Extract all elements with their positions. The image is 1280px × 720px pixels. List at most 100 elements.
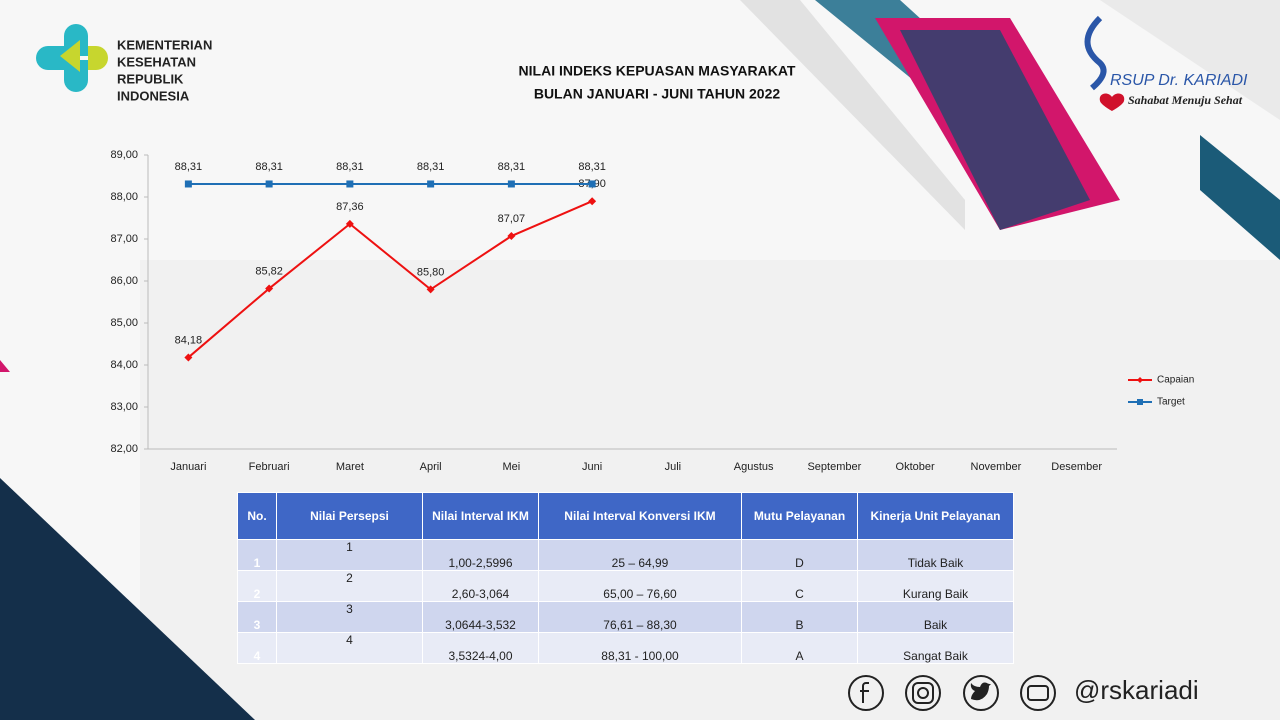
- data-label: 88,31: [175, 161, 203, 173]
- table-cell: Sangat Baik: [857, 632, 1014, 664]
- data-label: 84,18: [175, 334, 203, 346]
- marker: [427, 180, 435, 188]
- marker: [507, 180, 515, 188]
- ministry-name: KESEHATAN: [117, 54, 196, 69]
- column-header: Nilai Persepsi: [276, 492, 423, 540]
- y-tick-label: 83,00: [110, 401, 138, 413]
- data-label: 87,07: [498, 213, 526, 225]
- column-header: No.: [237, 492, 277, 540]
- column-header: Nilai Interval IKM: [422, 492, 539, 540]
- x-tick-label: Desember: [1051, 461, 1102, 473]
- table-cell: D: [741, 539, 858, 571]
- data-label: 88,31: [578, 161, 606, 173]
- y-tick-label: 85,00: [110, 317, 138, 329]
- y-tick-label: 89,00: [110, 149, 138, 161]
- marker: [184, 353, 193, 362]
- series-line: [187, 200, 593, 359]
- x-tick-label: Juli: [665, 461, 682, 473]
- x-tick-label: April: [420, 461, 442, 473]
- table-cell: 2: [237, 570, 277, 602]
- data-label: 87,36: [336, 201, 364, 213]
- table-cell: 1,00-2,5996: [422, 539, 539, 571]
- table-cell: Tidak Baik: [857, 539, 1014, 571]
- table-cell: A: [741, 632, 858, 664]
- x-tick-label: Mei: [503, 461, 521, 473]
- marker: [588, 180, 596, 188]
- legend-label: Capaian: [1157, 375, 1194, 386]
- table-cell: 76,61 – 88,30: [538, 601, 742, 633]
- data-label: 88,31: [417, 161, 445, 173]
- ikm-table: No. Nilai Persepsi Nilai Interval IKM Nilai…: [237, 492, 1014, 664]
- social-icons: [848, 675, 1056, 711]
- x-tick-label: Maret: [336, 461, 364, 473]
- table-cell: 25 – 64,99: [538, 539, 742, 571]
- table-header: No. Nilai Persepsi Nilai Interval IKM Nilai…: [237, 492, 1014, 540]
- ministry-name: KEMENTERIAN: [117, 37, 212, 52]
- data-label: 88,31: [498, 161, 526, 173]
- deco-bottom-left: [0, 478, 255, 720]
- hospital-tagline: Sahabat Menuju Sehat: [1128, 93, 1243, 107]
- table-cell: B: [741, 601, 858, 633]
- ministry-logo: [36, 24, 108, 92]
- marker: [265, 180, 273, 188]
- table-cell: 65,00 – 76,60: [538, 570, 742, 602]
- legend-label: Target: [1157, 397, 1185, 408]
- table-cell: 3: [276, 601, 423, 633]
- y-tick-label: 86,00: [110, 275, 138, 287]
- legend-marker: [1137, 399, 1143, 405]
- legend-marker: [1137, 377, 1143, 383]
- data-label: 88,31: [336, 161, 364, 173]
- ministry-name: REPUBLIK: [117, 71, 184, 86]
- table-cell: Kurang Baik: [857, 570, 1014, 602]
- marker: [184, 180, 192, 188]
- x-tick-label: Juni: [582, 461, 602, 473]
- table-cell: 3,5324-4,00: [422, 632, 539, 664]
- ministry-name: INDONESIA: [117, 88, 190, 103]
- hospital-logo: [1084, 15, 1107, 91]
- table-cell: 2,60-3,064: [422, 570, 539, 602]
- x-tick-label: Februari: [249, 461, 290, 473]
- table-cell: Baik: [857, 601, 1014, 633]
- y-tick-label: 87,00: [110, 233, 138, 245]
- table-row: 4 4 3,5324-4,00 88,31 - 100,00 A Sangat Baik: [237, 632, 1014, 664]
- table-cell: 2: [276, 570, 423, 602]
- x-tick-label: Agustus: [734, 461, 774, 473]
- data-label: 85,80: [417, 266, 445, 278]
- table-row: 3 3 3,0644-3,532 76,61 – 88,30 B Baik: [237, 601, 1014, 633]
- y-tick-label: 82,00: [110, 443, 138, 455]
- deco-navy: [900, 30, 1090, 230]
- x-tick-label: Oktober: [896, 461, 935, 473]
- data-label: 88,31: [255, 161, 283, 173]
- marker: [265, 284, 274, 293]
- table-cell: 3,0644-3,532: [422, 601, 539, 633]
- marker: [345, 219, 354, 228]
- deco-light: [1100, 0, 1280, 120]
- deco-stripe: [740, 0, 965, 230]
- heart-icon: [1099, 93, 1125, 111]
- table-cell: C: [741, 570, 858, 602]
- column-header: Kinerja Unit Pelayanan: [857, 492, 1014, 540]
- chart-subtitle: BULAN JANUARI - JUNI TAHUN 2022: [534, 86, 781, 102]
- social-handle: @rskariadi: [1074, 675, 1199, 705]
- table-cell: 4: [237, 632, 277, 664]
- data-label: 85,82: [255, 265, 283, 277]
- marker: [588, 197, 597, 206]
- column-header: Mutu Pelayanan: [741, 492, 858, 540]
- table-row: 1 1 1,00-2,5996 25 – 64,99 D Tidak Baik: [237, 539, 1014, 571]
- x-tick-label: September: [807, 461, 861, 473]
- hospital-name: RSUP Dr. KARIADI: [1110, 72, 1248, 89]
- table-row: 2 2 2,60-3,064 65,00 – 76,60 C Kurang Baik: [237, 570, 1014, 602]
- marker: [426, 285, 435, 294]
- table-cell: 3: [237, 601, 277, 633]
- x-tick-label: November: [971, 461, 1022, 473]
- deco-mark: [0, 360, 10, 372]
- table-cell: 88,31 - 100,00: [538, 632, 742, 664]
- y-tick-label: 88,00: [110, 191, 138, 203]
- marker: [507, 232, 516, 241]
- x-tick-label: Januari: [170, 461, 206, 473]
- table-cell: 4: [276, 632, 423, 664]
- table-cell: 1: [237, 539, 277, 571]
- table-cell: 1: [276, 539, 423, 571]
